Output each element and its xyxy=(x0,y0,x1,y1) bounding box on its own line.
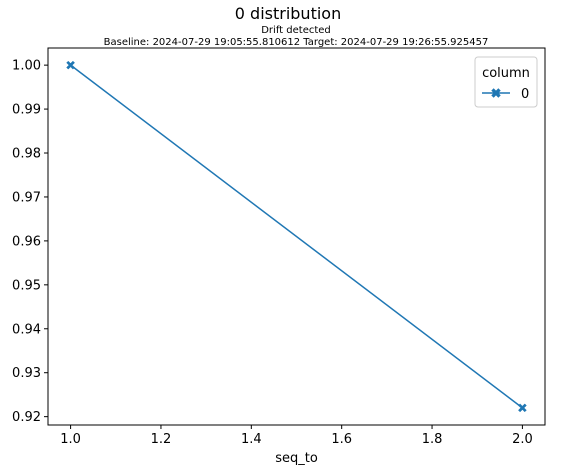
y-tick-label: 0.98 xyxy=(12,147,41,162)
x-axis-label: seq_to xyxy=(275,451,318,466)
legend-entry-label: 0 xyxy=(521,87,529,102)
series-layer xyxy=(66,60,527,413)
axis-ticks: 1.0 1.2 1.4 1.6 1.8 2.0 0.92 0.93 0.94 0.95 0.96 0.… xyxy=(12,59,533,447)
y-tick-label: 0.99 xyxy=(12,103,41,118)
chart-title: 0 distribution xyxy=(235,4,341,23)
legend-box xyxy=(474,56,538,108)
x-tick-label: 2.0 xyxy=(512,432,533,447)
x-tick-label: 1.2 xyxy=(151,432,172,447)
plot-frame xyxy=(47,47,546,426)
y-tick-label: 0.94 xyxy=(12,322,41,337)
y-tick-label: 0.97 xyxy=(12,190,41,205)
data-point xyxy=(66,60,75,70)
y-tick-label: 0.96 xyxy=(12,234,41,249)
x-tick-label: 1.4 xyxy=(241,432,262,447)
legend-title: column xyxy=(482,66,530,81)
chart-subtitle-line-2: Baseline: 2024-07-29 19:05:55.810612 Tar… xyxy=(104,37,489,48)
legend: column 0 xyxy=(474,56,538,108)
series-line-0 xyxy=(70,64,523,409)
x-tick-label: 1.8 xyxy=(422,432,443,447)
data-point xyxy=(518,403,527,413)
x-tick-label: 1.0 xyxy=(60,432,81,447)
y-tick-label: 0.92 xyxy=(12,410,41,425)
x-tick-label: 1.6 xyxy=(331,432,352,447)
y-tick-label: 0.95 xyxy=(12,278,41,293)
chart-subtitle-line-1: Drift detected xyxy=(261,25,331,36)
legend-marker xyxy=(491,88,501,98)
y-tick-label: 0.93 xyxy=(12,366,41,381)
y-tick-label: 1.00 xyxy=(12,59,41,74)
